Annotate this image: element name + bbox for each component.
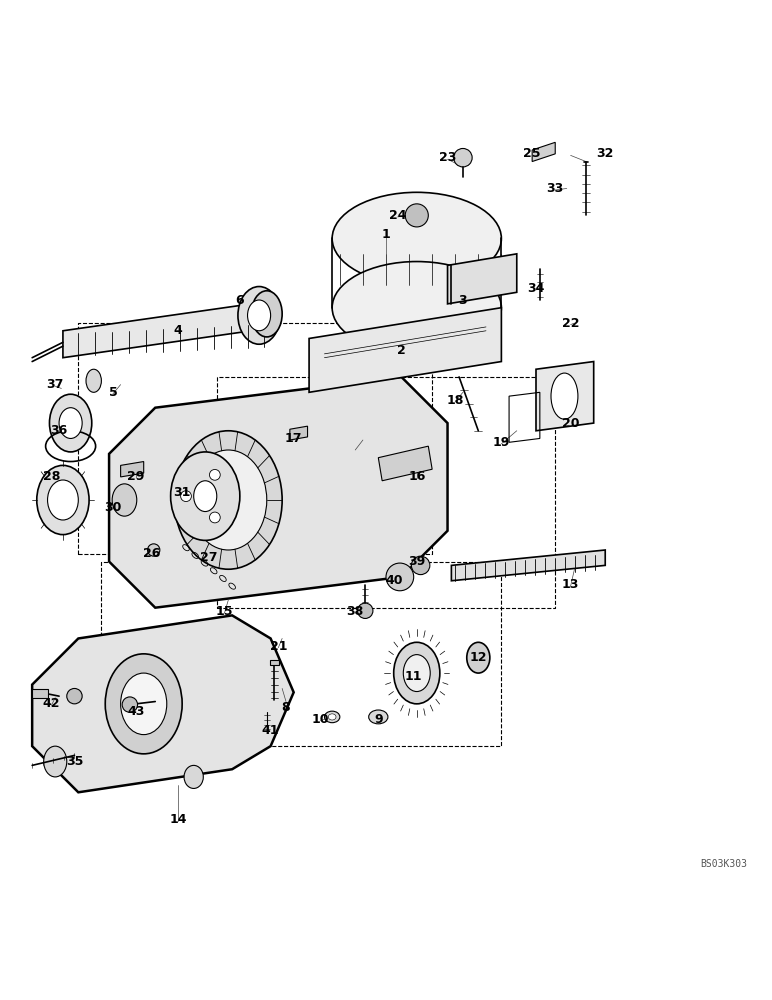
Text: 22: 22 <box>562 317 579 330</box>
Text: 12: 12 <box>469 651 487 664</box>
Polygon shape <box>32 689 48 698</box>
Ellipse shape <box>252 291 282 337</box>
Circle shape <box>147 544 160 556</box>
Ellipse shape <box>190 450 267 550</box>
Text: 42: 42 <box>42 697 60 710</box>
Text: 37: 37 <box>46 378 64 391</box>
Text: 4: 4 <box>174 324 183 337</box>
Text: 10: 10 <box>312 713 330 726</box>
Polygon shape <box>532 142 555 162</box>
Ellipse shape <box>44 746 66 777</box>
Ellipse shape <box>112 484 137 516</box>
Text: 9: 9 <box>374 713 383 726</box>
Ellipse shape <box>324 711 340 723</box>
Text: 29: 29 <box>127 470 144 483</box>
Text: 39: 39 <box>408 555 425 568</box>
Ellipse shape <box>369 710 388 724</box>
Polygon shape <box>32 615 293 792</box>
Text: BS03K303: BS03K303 <box>700 859 747 869</box>
Text: 18: 18 <box>446 394 464 407</box>
Text: 36: 36 <box>50 424 68 437</box>
Text: 3: 3 <box>459 294 467 307</box>
Text: 33: 33 <box>547 182 564 195</box>
Text: 31: 31 <box>174 486 191 499</box>
Text: 17: 17 <box>285 432 303 445</box>
Polygon shape <box>109 377 448 608</box>
Polygon shape <box>448 254 516 304</box>
Text: 27: 27 <box>200 551 218 564</box>
Text: 24: 24 <box>389 209 406 222</box>
Text: 2: 2 <box>397 344 406 357</box>
Text: 34: 34 <box>527 282 545 295</box>
Ellipse shape <box>403 655 430 692</box>
Text: 41: 41 <box>262 724 279 737</box>
Circle shape <box>405 204 428 227</box>
Polygon shape <box>63 300 279 358</box>
Ellipse shape <box>105 654 182 754</box>
Text: 32: 32 <box>597 147 614 160</box>
Text: 35: 35 <box>66 755 83 768</box>
Circle shape <box>181 491 191 502</box>
Ellipse shape <box>394 642 440 704</box>
Ellipse shape <box>86 369 101 392</box>
Text: 20: 20 <box>562 417 579 430</box>
Text: 13: 13 <box>562 578 579 591</box>
Text: 25: 25 <box>523 147 541 160</box>
Ellipse shape <box>174 431 282 569</box>
Ellipse shape <box>328 714 336 720</box>
Ellipse shape <box>238 287 280 344</box>
Text: 16: 16 <box>408 470 425 483</box>
Ellipse shape <box>332 262 501 354</box>
Ellipse shape <box>48 480 78 520</box>
Text: 30: 30 <box>104 501 122 514</box>
Polygon shape <box>536 362 594 431</box>
Polygon shape <box>120 462 144 477</box>
Text: 8: 8 <box>282 701 290 714</box>
Polygon shape <box>452 550 605 581</box>
Text: 1: 1 <box>381 228 391 241</box>
Circle shape <box>209 469 220 480</box>
Ellipse shape <box>49 394 92 452</box>
Circle shape <box>209 512 220 523</box>
Text: 6: 6 <box>235 294 244 307</box>
Text: 23: 23 <box>438 151 456 164</box>
Text: 14: 14 <box>170 813 187 826</box>
Ellipse shape <box>332 192 501 285</box>
Ellipse shape <box>248 300 271 331</box>
Text: 43: 43 <box>127 705 144 718</box>
Text: 28: 28 <box>42 470 60 483</box>
Ellipse shape <box>184 765 203 788</box>
Circle shape <box>411 556 430 575</box>
Circle shape <box>454 148 472 167</box>
Circle shape <box>386 563 414 591</box>
Ellipse shape <box>467 642 490 673</box>
Polygon shape <box>378 446 432 481</box>
Text: 40: 40 <box>385 574 402 587</box>
Circle shape <box>66 688 82 704</box>
Ellipse shape <box>551 373 578 419</box>
Ellipse shape <box>171 452 240 540</box>
Polygon shape <box>270 660 279 665</box>
Circle shape <box>357 603 373 618</box>
Text: 15: 15 <box>215 605 233 618</box>
Text: 5: 5 <box>109 386 117 399</box>
Text: 21: 21 <box>269 640 287 653</box>
Text: 11: 11 <box>405 670 422 683</box>
Circle shape <box>122 697 137 712</box>
Polygon shape <box>309 308 501 392</box>
Text: 19: 19 <box>493 436 510 449</box>
Polygon shape <box>290 426 307 440</box>
Text: 26: 26 <box>143 547 160 560</box>
Ellipse shape <box>194 481 217 512</box>
Ellipse shape <box>59 408 82 438</box>
Text: 38: 38 <box>347 605 364 618</box>
Ellipse shape <box>37 465 89 535</box>
Ellipse shape <box>120 673 167 735</box>
